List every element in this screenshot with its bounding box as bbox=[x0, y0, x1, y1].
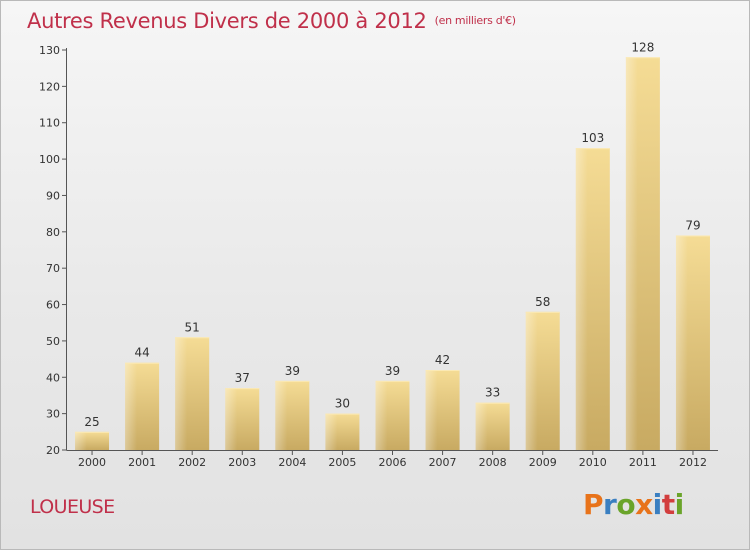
y-tick-label: 100 bbox=[39, 153, 60, 166]
bar-highlight bbox=[325, 413, 338, 450]
data-label: 103 bbox=[581, 131, 604, 145]
y-tick-label: 80 bbox=[46, 226, 60, 239]
y-tick-label: 110 bbox=[39, 117, 60, 130]
y-tick-label: 60 bbox=[46, 299, 60, 312]
x-tick-label: 2009 bbox=[529, 456, 557, 469]
chart-labels: 25 44 51 37 39 30 39 42 33 58 103 128 79 bbox=[84, 40, 700, 429]
chart-bars bbox=[75, 57, 710, 450]
data-label: 79 bbox=[685, 218, 700, 232]
bar-highlight bbox=[275, 380, 288, 450]
bar-highlight bbox=[625, 57, 638, 450]
data-label: 39 bbox=[385, 364, 400, 378]
bar-highlight bbox=[425, 370, 438, 450]
bar-highlight bbox=[75, 431, 87, 450]
chart-axes: 20 30 40 50 60 70 80 90 100 110 120 130 2000 2001 2002… bbox=[39, 44, 718, 469]
proxiti-logo: Proxiti bbox=[583, 488, 684, 521]
x-tick-label: 2010 bbox=[579, 456, 607, 469]
data-label: 33 bbox=[485, 386, 500, 400]
chart-title-text: Autres Revenus Divers de 2000 à 2012 bbox=[27, 9, 427, 33]
y-tick-label: 70 bbox=[46, 262, 60, 275]
x-tick-label: 2005 bbox=[328, 456, 356, 469]
bar-highlight bbox=[675, 235, 688, 450]
commune-name: LOUEUSE bbox=[30, 496, 115, 518]
data-label: 25 bbox=[84, 415, 99, 429]
bar-highlight bbox=[175, 337, 188, 450]
x-tick-label: 2004 bbox=[278, 456, 306, 469]
y-tick-label: 130 bbox=[39, 44, 60, 57]
chart-title: Autres Revenus Divers de 2000 à 2012 (en … bbox=[27, 9, 516, 33]
y-tick-label: 30 bbox=[46, 408, 60, 421]
data-label: 51 bbox=[185, 320, 200, 334]
bar-highlight bbox=[475, 402, 488, 450]
y-tick-label: 90 bbox=[46, 189, 60, 202]
bar-highlight bbox=[125, 362, 138, 450]
logo-letter: P bbox=[583, 488, 604, 521]
chart-unit: (en milliers d'€) bbox=[434, 14, 516, 27]
data-label: 44 bbox=[134, 346, 149, 360]
logo-letter: o bbox=[616, 488, 636, 521]
x-tick-label: 2008 bbox=[479, 456, 507, 469]
x-tick-label: 2003 bbox=[228, 456, 256, 469]
logo-letter: r bbox=[603, 488, 617, 521]
x-tick-label: 2000 bbox=[78, 456, 106, 469]
data-label: 128 bbox=[631, 40, 654, 54]
bar-highlight bbox=[375, 380, 388, 450]
y-tick-label: 50 bbox=[46, 335, 60, 348]
logo-letter: t bbox=[661, 488, 675, 521]
data-label: 58 bbox=[535, 295, 550, 309]
x-tick-label: 2006 bbox=[379, 456, 407, 469]
y-tick-label: 20 bbox=[46, 444, 60, 457]
data-label: 30 bbox=[335, 397, 350, 411]
data-label: 37 bbox=[235, 371, 250, 385]
logo-letter: i bbox=[674, 488, 685, 521]
logo-letter: x bbox=[635, 488, 653, 521]
y-tick-label: 120 bbox=[39, 80, 60, 93]
x-tick-label: 2011 bbox=[629, 456, 657, 469]
data-label: 39 bbox=[285, 364, 300, 378]
bar-highlight bbox=[525, 311, 538, 450]
x-tick-label: 2001 bbox=[128, 456, 156, 469]
x-tick-label: 2012 bbox=[679, 456, 707, 469]
logo-letter: i bbox=[652, 488, 663, 521]
y-tick-label: 40 bbox=[46, 371, 60, 384]
bar-highlight bbox=[575, 148, 588, 450]
x-tick-label: 2007 bbox=[429, 456, 457, 469]
data-label: 42 bbox=[435, 353, 450, 367]
x-tick-label: 2002 bbox=[178, 456, 206, 469]
bar-highlight bbox=[225, 388, 238, 450]
